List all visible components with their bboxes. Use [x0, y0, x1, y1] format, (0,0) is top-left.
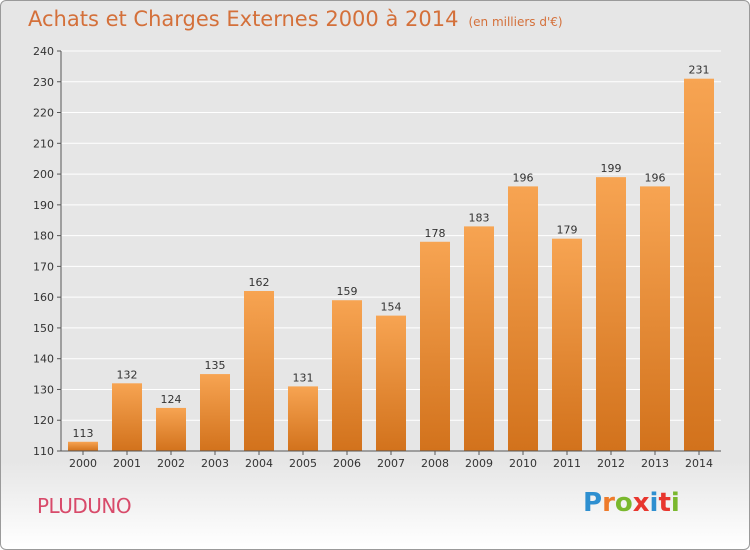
y-tick-label: 150 [33, 322, 54, 335]
data-label: 231 [689, 64, 710, 77]
commune-name: PLUDUNO [37, 494, 132, 518]
y-tick-label: 120 [33, 414, 54, 427]
x-tick-label: 2011 [553, 457, 581, 470]
y-tick-label: 170 [33, 260, 54, 273]
chart-title-block: Achats et Charges Externes 2000 à 2014 (e… [28, 7, 563, 31]
bar [376, 315, 406, 451]
y-tick-label: 130 [33, 383, 54, 396]
brand-letter: i [649, 488, 659, 518]
bar [508, 186, 538, 451]
y-tick-label: 140 [33, 353, 54, 366]
brand-letter: t [658, 488, 671, 518]
data-label: 178 [425, 227, 446, 240]
bar [596, 177, 626, 451]
bar [244, 291, 274, 451]
x-tick-label: 2000 [69, 457, 97, 470]
x-tick-label: 2001 [113, 457, 141, 470]
x-tick-label: 2002 [157, 457, 185, 470]
data-label: 154 [381, 301, 402, 314]
bar-layer: 113 132 124 135 162 131 159 154 178 183 196 179 199 1… [68, 64, 714, 451]
data-label: 183 [469, 211, 490, 224]
bar [288, 386, 318, 451]
data-label: 162 [249, 276, 270, 289]
bar [112, 383, 142, 451]
x-tick-label: 2012 [597, 457, 625, 470]
chart-title: Achats et Charges Externes 2000 à 2014 [28, 7, 459, 31]
y-tick-label: 200 [33, 168, 54, 181]
brand-logo: Proxiti [583, 488, 680, 518]
data-label: 159 [337, 285, 358, 298]
y-tick-label: 230 [33, 76, 54, 89]
x-tick-label: 2009 [465, 457, 493, 470]
bar [68, 441, 98, 451]
bar [552, 238, 582, 451]
data-label: 124 [161, 393, 182, 406]
bar [684, 78, 714, 451]
x-tick-label: 2004 [245, 457, 273, 470]
x-tick-label: 2010 [509, 457, 537, 470]
data-label: 196 [513, 171, 534, 184]
x-tick-label: 2007 [377, 457, 405, 470]
brand-letter: P [583, 488, 603, 518]
brand-letter: r [602, 488, 615, 518]
x-tick-label: 2006 [333, 457, 361, 470]
bar [420, 241, 450, 451]
data-label: 113 [73, 427, 94, 440]
data-label: 132 [117, 368, 138, 381]
y-tick-label: 160 [33, 291, 54, 304]
bar [200, 374, 230, 451]
data-label: 199 [601, 162, 622, 175]
y-tick-label: 110 [33, 445, 54, 458]
x-tick-label: 2005 [289, 457, 317, 470]
brand-letter: x [632, 488, 650, 518]
x-tick-label: 2014 [685, 457, 713, 470]
data-label: 179 [557, 224, 578, 237]
brand-letter: i [670, 488, 680, 518]
x-tick-label: 2003 [201, 457, 229, 470]
chart-subtitle: (en milliers d'€) [468, 15, 563, 29]
brand-letter: o [614, 488, 633, 518]
y-tick-label: 220 [33, 107, 54, 120]
bar [640, 186, 670, 451]
x-tick-label: 2008 [421, 457, 449, 470]
data-label: 196 [645, 171, 666, 184]
y-tick-label: 240 [33, 45, 54, 58]
y-tick-label: 210 [33, 137, 54, 150]
bar [332, 300, 362, 451]
bar [156, 407, 186, 451]
x-tick-label: 2013 [641, 457, 669, 470]
axis-layer: 110 120 130 140 150 160 170 180 190 200 210 220 230 2… [33, 45, 721, 470]
bar [464, 226, 494, 451]
y-tick-label: 190 [33, 199, 54, 212]
y-tick-label: 180 [33, 230, 54, 243]
data-label: 135 [205, 359, 226, 372]
data-label: 131 [293, 371, 314, 384]
